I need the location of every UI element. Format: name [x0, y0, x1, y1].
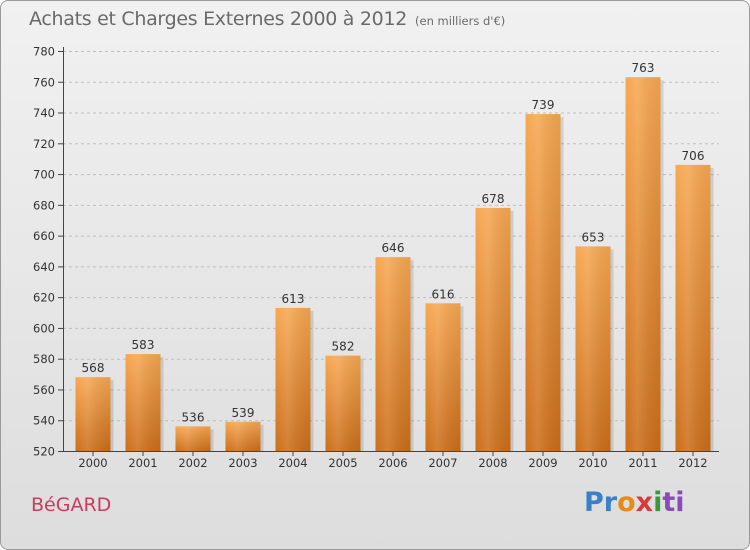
x-tick-label: 2010: [578, 456, 607, 470]
y-tick-label: 680: [33, 198, 55, 212]
chart-unit: (en milliers d'€): [415, 14, 506, 28]
y-tick-label: 740: [33, 106, 55, 120]
x-tick-label: 2007: [428, 456, 457, 470]
y-tick-label: 760: [33, 75, 55, 89]
bar-highlight: [275, 307, 311, 451]
x-tick-label: 2004: [278, 456, 307, 470]
data-label: 539: [232, 406, 255, 420]
y-tick-label: 600: [33, 321, 55, 335]
bar-highlight: [625, 77, 661, 452]
bar-highlight: [675, 164, 711, 451]
data-label: 763: [632, 61, 655, 75]
y-tick-label: 520: [33, 445, 55, 459]
data-label: 678: [482, 192, 505, 206]
commune-name: BéGARD: [31, 494, 112, 516]
y-tick-label: 780: [33, 45, 55, 59]
y-tick-label: 720: [33, 137, 55, 151]
x-tick-label: 2005: [328, 456, 357, 470]
axes: [63, 47, 719, 452]
y-tick-label: 580: [33, 352, 55, 366]
x-tick-label: 2008: [478, 456, 507, 470]
data-label: 613: [282, 292, 305, 306]
bar-highlight: [125, 354, 161, 451]
data-label: 646: [382, 241, 405, 255]
y-tick-label: 620: [33, 291, 55, 305]
data-label: 582: [332, 340, 355, 354]
x-tick-label: 2011: [628, 456, 657, 470]
x-tick-label: 2000: [78, 456, 107, 470]
chart-title: Achats et Charges Externes 2000 à 2012 (e…: [29, 8, 505, 30]
bar-highlight: [375, 257, 411, 451]
bar-highlight: [575, 246, 611, 451]
proxiti-logo: Proxiti: [584, 487, 685, 518]
x-tick-label: 2006: [378, 456, 407, 470]
data-label: 739: [532, 98, 555, 112]
bar-highlight: [75, 377, 111, 451]
bars: [75, 77, 714, 452]
data-label: 536: [182, 410, 205, 424]
data-label: 568: [82, 361, 105, 375]
logo-part: o: [617, 487, 636, 518]
data-label: 653: [582, 230, 605, 244]
x-tick-label: 2002: [178, 456, 207, 470]
chart-title-main: Achats et Charges Externes 2000 à 2012: [29, 8, 408, 30]
logo-part: x: [635, 487, 654, 518]
logo-part: ti: [662, 487, 685, 518]
data-label: 616: [432, 287, 455, 301]
x-tick-label: 2009: [528, 456, 557, 470]
y-tick-label: 540: [33, 414, 55, 428]
bar-highlight: [325, 355, 361, 451]
data-labels: 568 583 536 539 613 582 646 616 678 739 653 763 706: [82, 61, 705, 424]
bar-highlight: [525, 114, 561, 452]
x-tick-label: 2012: [678, 456, 707, 470]
y-tick-label: 560: [33, 383, 55, 397]
bar-highlight: [475, 207, 511, 451]
x-tick-label: 2001: [128, 456, 157, 470]
bar-highlight: [225, 421, 261, 451]
y-axis-ticks: 520 540 560 580 600 620 640 660 680 700 720 740 760 7…: [33, 45, 63, 459]
y-tick-label: 640: [33, 260, 55, 274]
y-tick-label: 660: [33, 229, 55, 243]
bar-highlight: [425, 303, 461, 451]
data-label: 706: [682, 149, 705, 163]
x-tick-label: 2003: [228, 456, 257, 470]
logo-part: i: [653, 487, 663, 518]
logo-part: Pr: [584, 487, 618, 518]
y-tick-label: 700: [33, 168, 55, 182]
data-label: 583: [132, 338, 155, 352]
bar-highlight: [175, 426, 211, 451]
x-axis-ticks: 2000 2001 2002 2003 2004 2005 2006 2007 2008 2009…: [78, 451, 708, 470]
